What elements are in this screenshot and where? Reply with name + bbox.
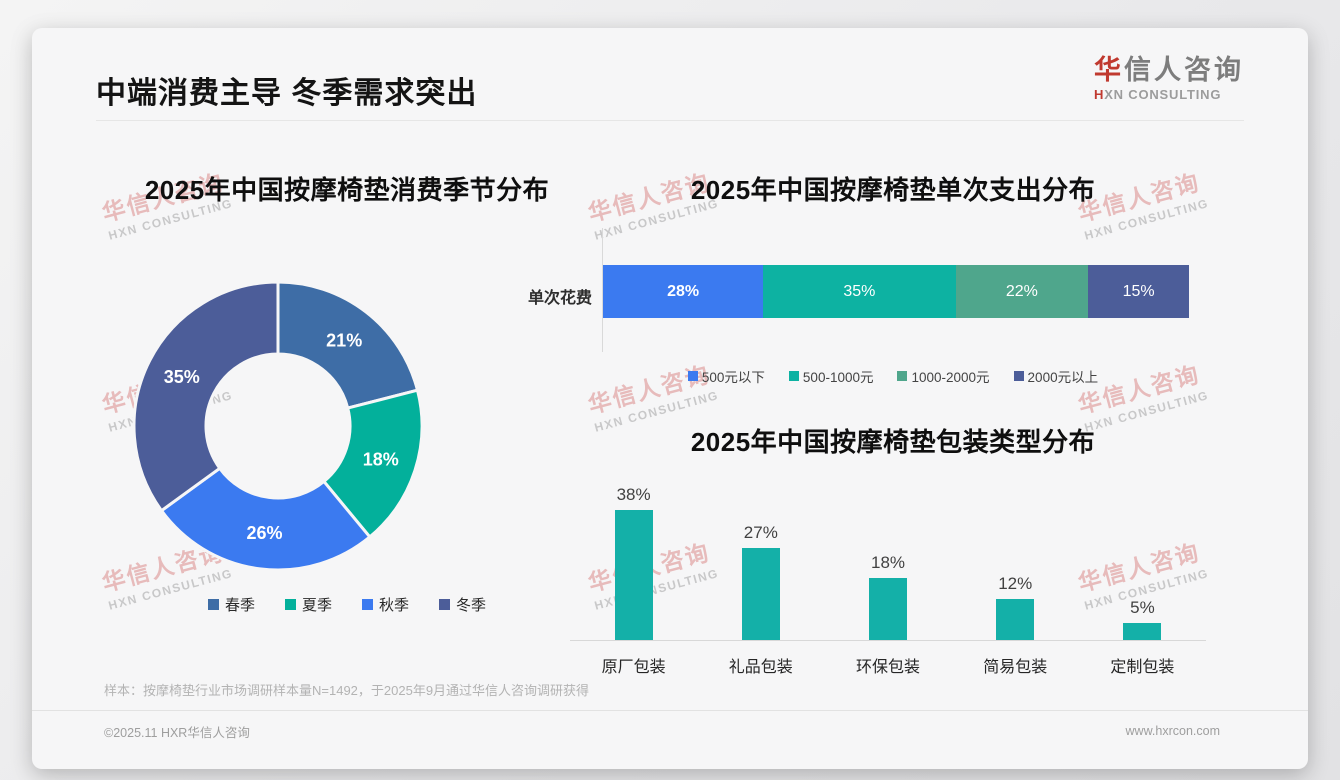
legend-swatch [207,599,219,610]
spend-category-label: 单次花费 [527,290,592,307]
packaging-chart-title: 2025年中国按摩椅垫包装类型分布 [690,427,1096,457]
spend-legend: 500元以下 500-1000元 1000-2000元 2000元以上 [563,366,1223,386]
stacked-segment-label: 35% [843,282,876,300]
donut-segment-春季 [276,280,420,410]
legend-swatch [897,371,908,381]
donut-segment-label: 21% [326,331,362,351]
spend-chart-title: 2025年中国按摩椅垫单次支出分布 [690,175,1096,205]
packaging-bar-plot: 38% 27% 18% 12% 5% [570,484,1206,641]
donut-segment-label: 26% [246,523,282,543]
brand-logo-cn: 华信人咨询 [1094,55,1244,86]
stacked-segment-label: 28% [667,282,700,300]
stacked-segment-label: 22% [1005,282,1038,300]
donut-segment-冬季 [132,280,280,513]
legend-label: 1000-2000元 [911,370,990,385]
legend-swatch [284,599,296,610]
donut-segment-秋季 [159,466,372,572]
legend-label: 冬季 [456,597,487,614]
season-donut-legend: 春季 夏季 秋季 冬季 [72,594,622,615]
bar-value-label: 12% [998,574,1033,593]
season-donut-chart: 21% 18% 26% 35% [132,280,424,572]
legend-item-500-1000元: 500-1000元 [788,366,874,386]
page-title: 中端消费主导 冬季需求突出 [96,77,478,110]
legend-swatch [1013,371,1024,381]
stacked-segment-1000-2000元: 22% [955,265,1089,318]
legend-label: 500元以下 [701,370,765,385]
bar-column-定制包装: 5% [1079,484,1206,640]
legend-label: 秋季 [379,597,410,614]
header-divider [96,120,1244,121]
stacked-segment-label: 15% [1122,282,1155,300]
legend-swatch [788,371,799,381]
donut-segment-label: 18% [363,449,399,469]
brand-logo-cn-red: 华 [1094,55,1124,85]
brand-logo-cn-gray: 信人咨询 [1124,55,1244,85]
legend-label: 夏季 [301,597,332,614]
stacked-segment-2000元以上: 15% [1088,265,1189,318]
footer-website: www.hxrcon.com [1125,724,1220,738]
legend-item-夏季: 夏季 [284,594,332,615]
bar-column-环保包装: 18% [824,484,951,640]
spend-axis-line [602,228,603,352]
legend-item-500元以下: 500元以下 [687,366,765,386]
bar-rect [996,599,1035,640]
stacked-segment-500元以下: 28% [603,265,764,318]
legend-label: 500-1000元 [802,370,874,385]
footer-copyright: ©2025.11 HXR华信人咨询 [104,726,250,740]
bar-value-label: 18% [870,553,906,572]
legend-item-冬季: 冬季 [439,594,486,615]
legend-label: 2000元以上 [1027,370,1099,385]
legend-item-春季: 春季 [207,594,255,615]
legend-swatch [362,599,373,610]
bar-value-label: 5% [1130,598,1155,617]
bar-column-简易包装: 12% [952,484,1079,640]
brand-logo-en-gray: XN CONSULTING [1104,86,1222,102]
legend-item-2000元以上: 2000元以上 [1013,366,1099,386]
bar-rect [1123,623,1162,640]
bar-rect [741,548,780,640]
bar-category-label: 原厂包装 [601,659,666,676]
footer-divider [32,710,1308,711]
legend-swatch [439,599,451,610]
stacked-segment-500-1000元: 35% [763,265,956,318]
brand-logo-en-red: H [1094,86,1105,102]
bar-category-label: 环保包装 [856,659,921,676]
legend-label: 春季 [224,597,255,614]
report-card: 华信人咨询 HXN CONSULTING 华信人咨询 HXN CONSULTING 华信… [32,28,1308,769]
legend-item-秋季: 秋季 [362,594,409,615]
packaging-category-row: 原厂包装 礼品包装 环保包装 简易包装 定制包装 [570,653,1206,677]
donut-segment-夏季 [321,388,424,540]
brand-logo: 华信人咨询 HXN CONSULTING [1094,55,1244,102]
bar-category-label: 定制包装 [1110,659,1175,676]
donut-segment-label: 35% [164,367,200,387]
brand-logo-en: HXN CONSULTING [1094,87,1244,102]
bar-column-礼品包装: 27% [697,484,824,640]
bar-rect [869,578,907,640]
sample-footnote: 样本：按摩椅垫行业市场调研样本量N=1492，于2025年9月通过华信人咨询调研… [104,683,590,698]
bar-rect [614,510,653,640]
bar-category-label: 简易包装 [983,659,1048,676]
bar-value-label: 27% [743,523,778,542]
legend-swatch [687,371,698,381]
bar-category-label: 礼品包装 [728,659,793,676]
legend-item-1000-2000元: 1000-2000元 [897,366,990,386]
bar-column-原厂包装: 38% [570,484,697,640]
bar-value-label: 38% [616,485,651,504]
spend-stacked-bar: 28% 35% 22% 15% [603,265,1189,318]
season-donut-title: 2025年中国按摩椅垫消费季节分布 [144,175,550,205]
